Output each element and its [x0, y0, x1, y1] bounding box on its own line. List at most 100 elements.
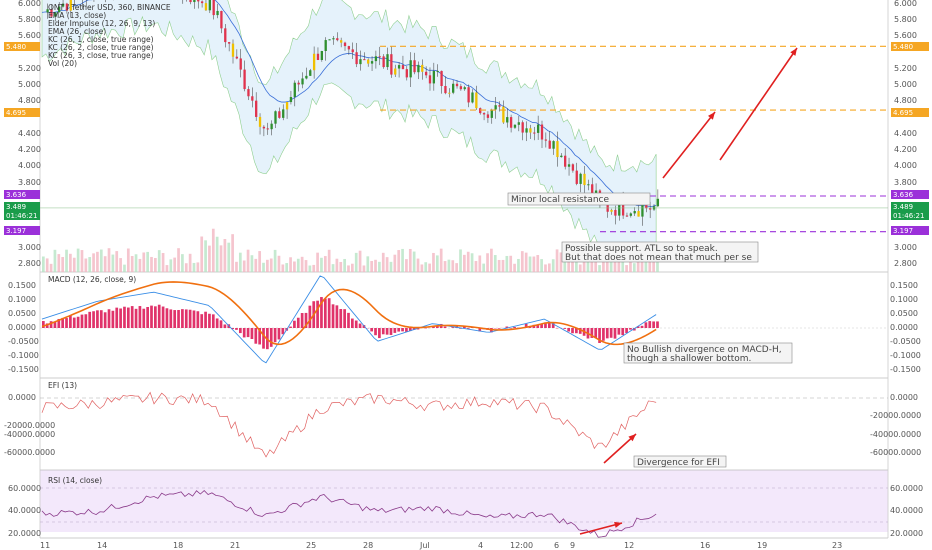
- macd-y-axis: 0.1500 0.1000 0.0500 0.0000 -0.0500 -0.1…: [8, 281, 921, 374]
- macd-histogram-bar: [505, 326, 509, 328]
- candle-body: [486, 114, 490, 118]
- annotation-macd-1: No Bullish divergence on MACD-H,: [627, 345, 782, 355]
- macd-histogram-bar: [605, 328, 609, 339]
- macd-histogram-bar: [76, 316, 80, 328]
- candle-body: [370, 61, 374, 64]
- volume-bar: [621, 256, 625, 272]
- macd-histogram-bar: [273, 328, 277, 343]
- price-y-axis-right: 6.000 5.800 5.600 5.200 5.000 4.800 4.40…: [894, 0, 917, 268]
- macd-histogram-bar: [435, 326, 439, 328]
- tag-left-4695: [4, 108, 40, 117]
- efi-tick-l-3: -60000.0000: [4, 448, 55, 457]
- volume-bar: [285, 263, 289, 272]
- volume-bar: [656, 262, 659, 272]
- macd-histogram-bar: [146, 306, 149, 328]
- macd-tick-l-3: 0.0000: [8, 323, 36, 332]
- legend-kc2: KC (26, 2, close, true range): [48, 43, 154, 52]
- volume-bar: [358, 250, 362, 272]
- macd-histogram-bar: [609, 328, 613, 338]
- macd-histogram-bar: [625, 328, 628, 334]
- volume-bar: [242, 260, 246, 272]
- volume-bar: [320, 257, 323, 272]
- macd-line: [41, 275, 657, 364]
- macd-histogram-bar: [57, 318, 61, 328]
- candle-body: [436, 70, 439, 72]
- candle-body: [65, 3, 69, 11]
- candle-body: [513, 124, 517, 128]
- macd-histogram-bar: [594, 328, 598, 339]
- candle-body: [467, 87, 470, 103]
- candle-body: [618, 199, 621, 216]
- candle-body: [189, 0, 192, 3]
- candle-body: [591, 184, 594, 198]
- annotation-support-2: But that does not mean that much per se: [565, 253, 752, 263]
- volume-bar: [331, 264, 335, 272]
- macd-tick-l-0: 0.1500: [8, 281, 36, 290]
- macd-histogram-bar: [339, 309, 343, 328]
- volume-bar: [150, 256, 153, 272]
- candle-body: [251, 96, 254, 101]
- candle-body: [455, 83, 459, 87]
- price-tick-4400: 4.400: [18, 129, 41, 138]
- volume-bar: [397, 250, 401, 272]
- volume-bar: [262, 262, 265, 272]
- volume-bar: [520, 251, 524, 272]
- macd-histogram-bar: [192, 310, 196, 328]
- volume-bar: [335, 258, 339, 272]
- volume-bar: [374, 259, 377, 272]
- price-tick-5200: 5.200: [18, 64, 41, 73]
- rsi-tick-l-0: 60.0000: [8, 484, 41, 493]
- candle-body: [247, 89, 250, 97]
- volume-bar: [99, 249, 103, 272]
- candle-body: [266, 128, 269, 130]
- candle-body: [479, 108, 482, 114]
- macd-histogram-bar: [115, 307, 119, 328]
- macd-histogram-bar: [598, 328, 601, 343]
- candle-body: [637, 211, 640, 217]
- volume-bar: [594, 261, 598, 272]
- annotation-resistance: Minor local resistance: [511, 195, 609, 205]
- macd-histogram-bar: [652, 321, 655, 328]
- candle-body: [200, 1, 204, 4]
- tag-left-3489: [4, 202, 40, 211]
- volume-bar: [605, 259, 609, 272]
- tag-left-4695-text: 4.695: [6, 109, 26, 117]
- volume-bar: [497, 259, 501, 272]
- efi-tick-r-2: -40000.0000: [870, 430, 921, 439]
- volume-bar: [107, 248, 111, 272]
- candle-body: [552, 141, 555, 149]
- candle-body: [69, 0, 72, 11]
- macd-histogram-bar: [154, 306, 157, 328]
- efi-tick-l-1: -20000.0000: [4, 421, 55, 430]
- macd-histogram-bar: [617, 328, 621, 335]
- rsi-tick-l-2: 20.0000: [8, 529, 41, 538]
- volume-bar: [586, 259, 590, 272]
- candle-body: [285, 102, 289, 110]
- candle-body: [46, 9, 49, 13]
- x-tick-4: 4: [478, 541, 483, 550]
- volume-bar: [115, 251, 119, 272]
- candle-body: [204, 3, 208, 11]
- volume-bar: [84, 258, 88, 272]
- macd-histogram-bar: [323, 298, 327, 328]
- macd-histogram-bar: [208, 313, 211, 328]
- candle-body: [544, 139, 548, 141]
- volume-bar: [343, 258, 346, 272]
- macd-histogram-bar: [134, 308, 138, 328]
- annotation-box-support: [561, 241, 759, 263]
- macd-histogram-bar: [215, 318, 219, 328]
- projection-arrow-1: [662, 111, 716, 179]
- volume-bar: [327, 249, 331, 272]
- macd-histogram-bar: [258, 328, 262, 345]
- price-tick-r-4400: 4.400: [894, 129, 917, 138]
- volume-bar: [493, 255, 497, 272]
- price-y-axis-left: 6.000 5.800 5.600 5.200 5.000 4.800 4.40…: [18, 0, 41, 268]
- candle-body: [440, 70, 443, 87]
- tag-left-3636-text: 3.636: [6, 191, 27, 199]
- candle-body: [571, 164, 575, 171]
- volume-bar: [111, 254, 115, 272]
- candle-body: [61, 3, 65, 7]
- legend-ema26: EMA (26, close): [48, 27, 106, 36]
- macd-histogram-bar: [397, 328, 401, 332]
